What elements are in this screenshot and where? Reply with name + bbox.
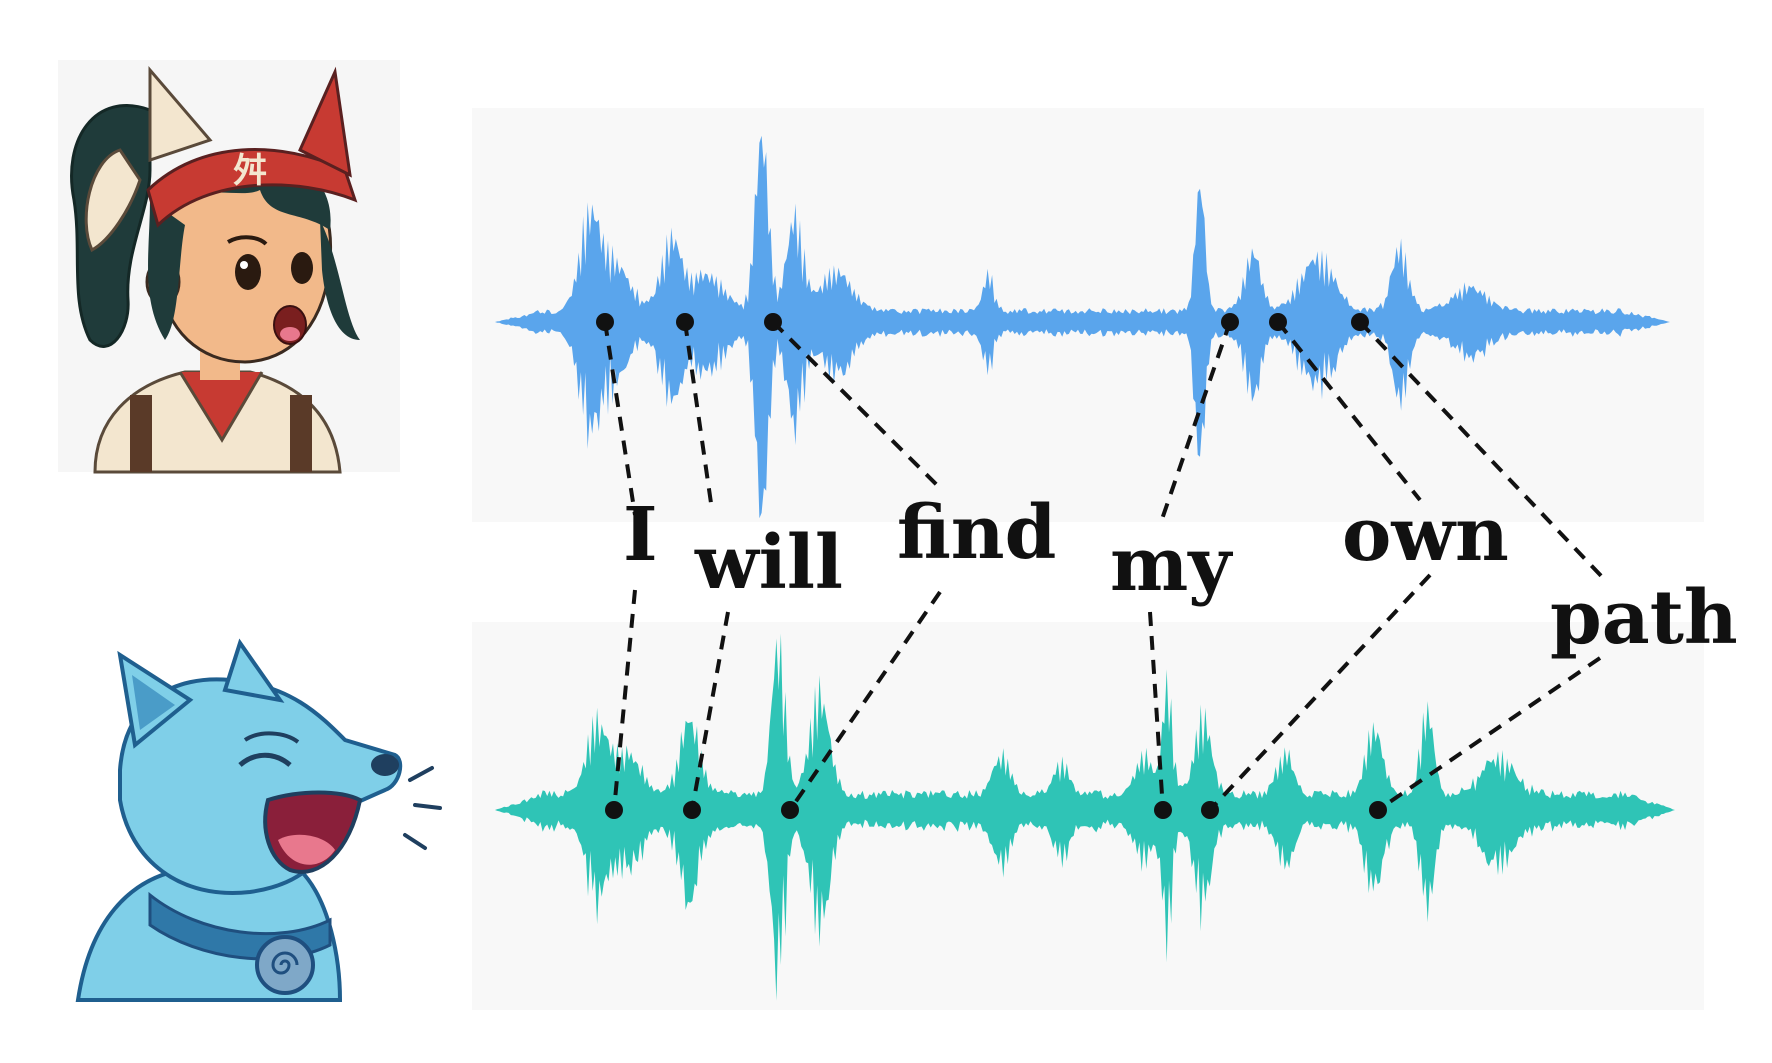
wolf-sound-line-1: [408, 766, 434, 782]
girl-right-cat-ear: [298, 66, 352, 178]
alignment-points: [596, 313, 1387, 819]
connector-bottom-my: [1148, 611, 1165, 811]
top-point-will: [676, 313, 694, 331]
connector-top-path: [1358, 320, 1607, 582]
girl-hair-bow: [84, 148, 142, 253]
girl-side-hair: [148, 200, 185, 340]
connector-bottom-i: [612, 589, 637, 811]
word-label-own: own: [1342, 492, 1509, 578]
word-label-find: find: [897, 490, 1056, 576]
girl-bag-strap-right: [290, 395, 312, 472]
girl-eye-highlight: [240, 261, 248, 269]
wolf-character: [75, 638, 442, 1002]
wolf-medallion-swirl-icon: [271, 951, 299, 975]
bottom-waveform: [495, 633, 1675, 1001]
girl-eye-right: [291, 252, 313, 284]
wolf-tongue: [278, 834, 335, 865]
connector-top-own: [1276, 320, 1422, 502]
girl-character: ⾇: [70, 65, 360, 474]
connector-bottom-find: [788, 590, 942, 812]
girl-right-hair: [320, 220, 360, 340]
word-label-path: path: [1550, 575, 1738, 661]
connector-bottom-own: [1208, 573, 1432, 812]
bottom-point-will: [683, 801, 701, 819]
top-point-own: [1269, 313, 1287, 331]
wolf-right-ear: [222, 638, 285, 703]
connector-top-my: [1158, 321, 1232, 526]
girl-left-cat-ear: [148, 65, 213, 163]
girl-headband-emblem: ⾇: [233, 151, 267, 191]
wolf-closed-eye: [238, 752, 292, 767]
girl-brow: [226, 235, 268, 246]
top-point-find: [764, 313, 782, 331]
girl-tongue: [280, 327, 300, 341]
wolf-inner-ear: [132, 675, 175, 730]
bottom-point-my: [1154, 801, 1172, 819]
connector-top-find: [771, 320, 942, 490]
wolf-nose: [371, 754, 399, 776]
wolf-sound-line-3: [403, 833, 427, 850]
wolf-collar-medallion: [255, 935, 315, 995]
girl-robe-collar: [178, 371, 264, 443]
word-label-will: will: [694, 520, 843, 606]
connector-bottom-path: [1376, 656, 1602, 812]
top-point-path: [1351, 313, 1369, 331]
wolf-brow: [243, 731, 300, 744]
girl-bag-strap-left: [130, 395, 152, 472]
top-point-my: [1221, 313, 1239, 331]
wolf-sound-line-2: [413, 803, 442, 810]
bottom-point-own: [1201, 801, 1219, 819]
alignment-connectors: [603, 320, 1607, 812]
word-label-my: my: [1110, 522, 1233, 608]
connector-bottom-will: [690, 611, 730, 811]
word-label-i: I: [623, 492, 658, 578]
bottom-point-find: [781, 801, 799, 819]
connector-top-i: [603, 321, 637, 516]
bottom-point-i: [605, 801, 623, 819]
top-waveform: [495, 135, 1670, 519]
top-point-i: [596, 313, 614, 331]
bottom-point-path: [1369, 801, 1387, 819]
girl-eye-left: [235, 254, 261, 290]
girl-headband: [146, 148, 358, 228]
connector-top-will: [683, 321, 714, 511]
